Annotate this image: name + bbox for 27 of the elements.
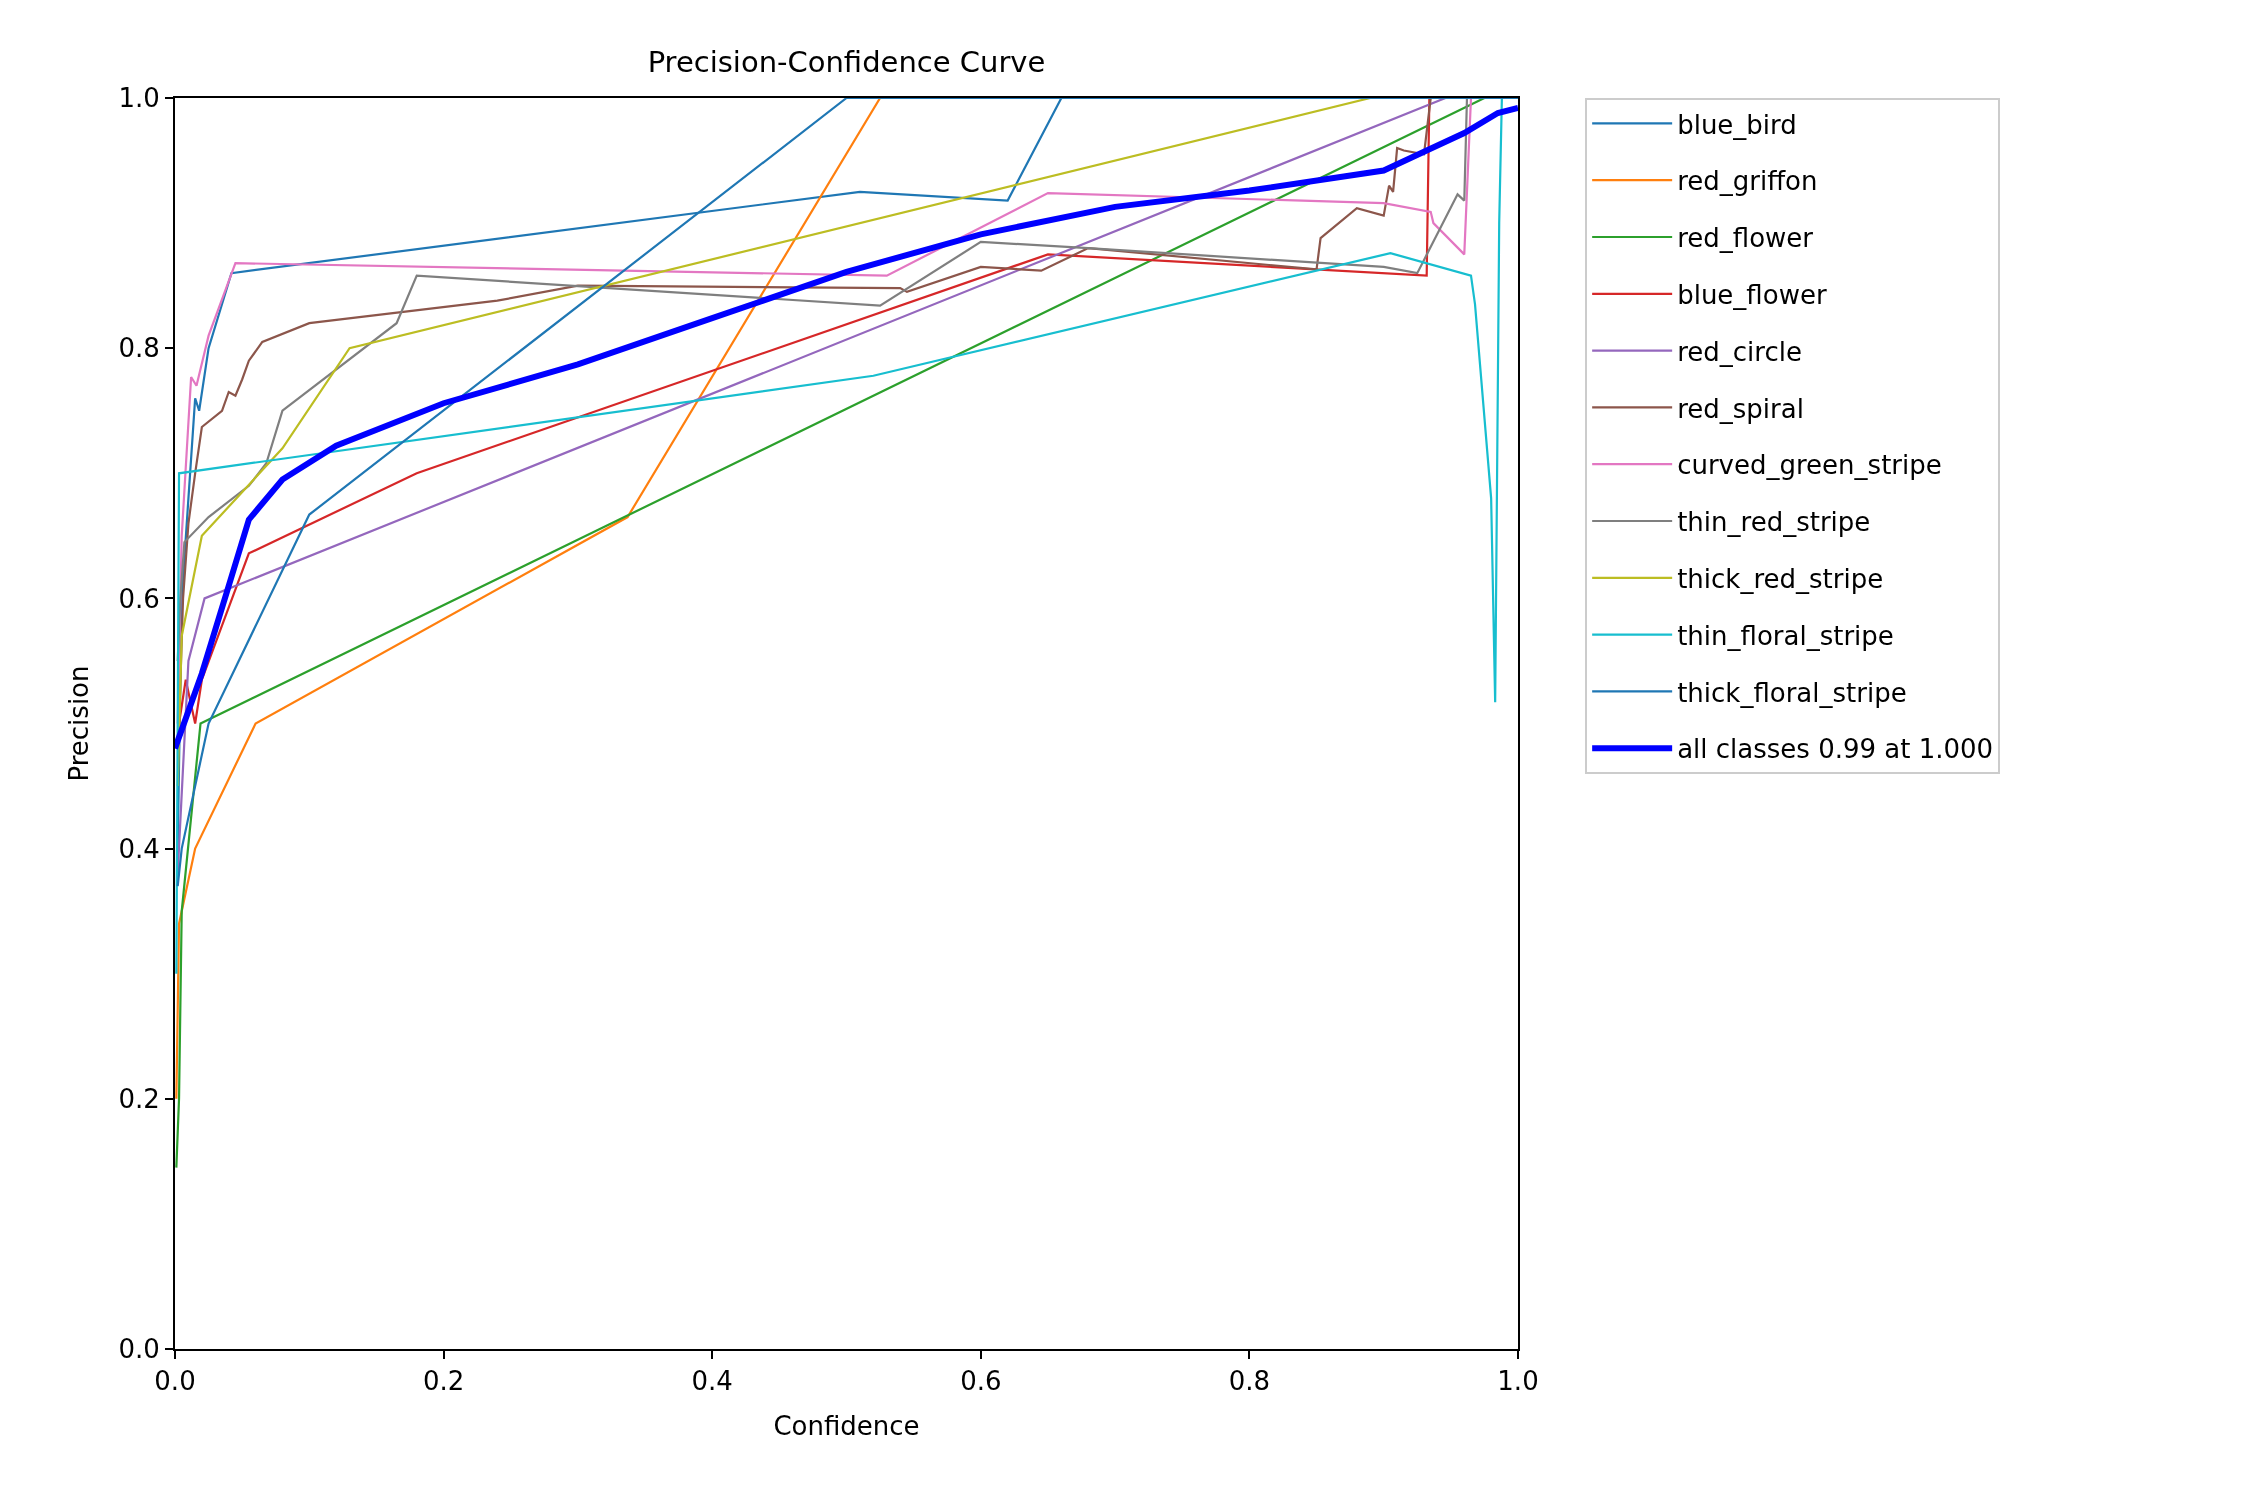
x-axis-title: Confidence — [773, 1411, 920, 1442]
y-tick-label: 0.4 — [118, 833, 160, 864]
x-tick-label: 0.6 — [960, 1366, 1002, 1397]
y-tick-label: 0.8 — [118, 333, 160, 364]
y-tick-label: 0.2 — [118, 1083, 160, 1114]
x-tick-label: 0.8 — [1228, 1366, 1271, 1397]
legend-label: red_flower — [1677, 223, 1814, 254]
y-tick-label: 0.6 — [118, 583, 160, 614]
legend-label: thin_floral_stripe — [1677, 620, 1894, 651]
legend-label: blue_bird — [1677, 109, 1797, 140]
chart-title: Precision-Confidence Curve — [647, 45, 1046, 80]
legend-label: blue_flower — [1677, 279, 1827, 310]
y-tick-label: 0.0 — [118, 1334, 160, 1365]
x-tick-label: 1.0 — [1497, 1366, 1539, 1397]
legend-label: red_spiral — [1677, 393, 1804, 424]
legend-label: red_griffon — [1677, 166, 1818, 197]
y-tick-label: 1.0 — [118, 83, 160, 114]
legend-label: all classes 0.99 at 1.000 — [1677, 734, 1994, 765]
y-axis-title: Precision — [64, 665, 95, 782]
legend-label: curved_green_stripe — [1677, 450, 1942, 481]
legend-label: thick_floral_stripe — [1677, 677, 1907, 708]
x-tick-label: 0.2 — [422, 1366, 465, 1397]
legend-label: thin_red_stripe — [1677, 507, 1871, 538]
legend-label: thick_red_stripe — [1677, 563, 1884, 594]
x-tick-label: 0.0 — [154, 1366, 196, 1397]
x-tick-label: 0.4 — [691, 1366, 733, 1397]
legend-label: red_circle — [1677, 336, 1802, 367]
